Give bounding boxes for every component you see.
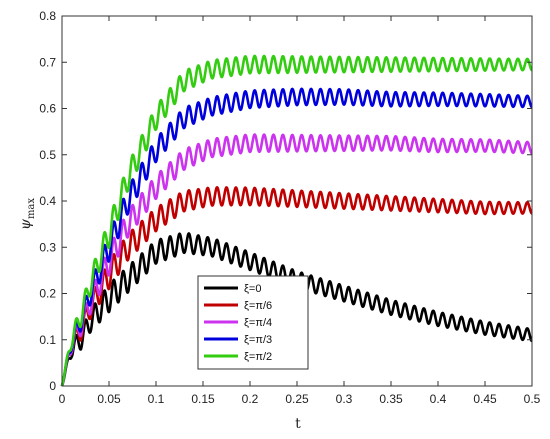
y-axis-label-sub: max xyxy=(26,198,37,219)
x-tick-label: 0.25 xyxy=(285,392,309,406)
y-tick-label: 0.5 xyxy=(39,148,56,162)
series-line-4 xyxy=(60,54,533,387)
x-tick-label: 0.1 xyxy=(148,392,165,406)
x-tick-label: 0.5 xyxy=(524,392,541,406)
y-tick-label: 0.8 xyxy=(39,9,56,23)
y-tick-label: 0.4 xyxy=(39,194,56,208)
legend-label: ξ=π/4 xyxy=(244,317,272,329)
y-tick-label: 0.3 xyxy=(39,240,56,254)
series-line-1 xyxy=(60,185,533,387)
x-tick-label: 0.3 xyxy=(336,392,353,406)
x-tick-label: 0.4 xyxy=(430,392,447,406)
x-tick-label: 0.15 xyxy=(191,392,215,406)
legend-label: ξ=π/6 xyxy=(244,300,272,312)
y-tick-label: 0 xyxy=(49,379,56,393)
series-layer xyxy=(60,54,533,387)
x-axis: 0 0.05 0.1 0.15 0.2 0.25 0.3 0.35 0.4 0.45 0.5 xyxy=(59,16,541,406)
y-axis-label: ψmax xyxy=(18,198,37,230)
x-tick-label: 0.35 xyxy=(379,392,403,406)
x-tick-label: 0.05 xyxy=(97,392,121,406)
x-tick-label: 0.2 xyxy=(242,392,259,406)
x-tick-label: 0.45 xyxy=(473,392,497,406)
y-axis: 0 0.1 0.2 0.3 0.4 0.5 0.6 0.7 0.8 xyxy=(39,9,532,393)
legend: ξ=0 ξ=π/6 ξ=π/4 ξ=π/3 ξ=π/2 xyxy=(197,275,309,370)
legend-label: ξ=0 xyxy=(244,283,261,295)
x-tick-label: 0 xyxy=(59,392,66,406)
x-axis-label: t xyxy=(295,416,301,432)
series-line-2 xyxy=(60,133,533,387)
legend-label: ξ=π/2 xyxy=(244,351,272,363)
legend-label: ξ=π/3 xyxy=(244,334,272,346)
series-line-3 xyxy=(60,87,533,387)
y-tick-label: 0.7 xyxy=(39,55,56,69)
y-tick-label: 0.6 xyxy=(39,102,56,116)
y-tick-label: 0.1 xyxy=(39,333,56,347)
y-tick-label: 0.2 xyxy=(39,287,56,301)
y-axis-label-main: ψ xyxy=(18,218,34,230)
